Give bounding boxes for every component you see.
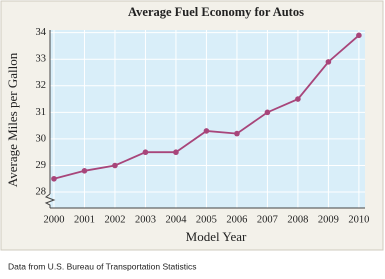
- y-axis-title: Average Miles per Gallon: [5, 52, 20, 187]
- data-point: [81, 168, 88, 174]
- data-point: [356, 32, 362, 39]
- data-point: [112, 162, 118, 169]
- plot-area: [50, 30, 365, 208]
- data-point: [173, 149, 179, 156]
- x-tick-label: 2010: [348, 214, 369, 225]
- data-point: [295, 96, 301, 102]
- x-axis-title: Model Year: [186, 229, 247, 244]
- x-tick-label: 2009: [318, 214, 339, 225]
- x-tick-label: 2003: [135, 214, 156, 225]
- y-tick-label: 32: [36, 80, 47, 91]
- x-tick-label: 2002: [104, 214, 125, 225]
- data-point: [51, 175, 57, 182]
- y-tick-label: 34: [36, 27, 47, 38]
- data-point: [325, 59, 332, 65]
- y-tick-label: 29: [36, 160, 47, 171]
- y-tick-label: 31: [36, 107, 47, 118]
- x-tick-label: 2001: [74, 214, 95, 225]
- y-tick-label: 28: [36, 186, 47, 197]
- data-point: [234, 130, 240, 137]
- x-tick-label: 2006: [226, 214, 247, 225]
- x-tick-label: 2005: [196, 214, 217, 225]
- source-note: Data from U.S. Bureau of Transportation …: [8, 261, 197, 271]
- axis-break: [44, 193, 56, 208]
- data-point: [142, 149, 149, 156]
- y-tick-label: 30: [36, 133, 47, 144]
- x-tick-label: 2000: [43, 214, 64, 225]
- x-tick-label: 2008: [287, 214, 308, 225]
- y-tick-label: 33: [36, 54, 47, 65]
- data-point: [264, 109, 271, 116]
- data-point: [203, 128, 210, 134]
- chart-title: Average Fuel Economy for Autos: [128, 5, 304, 19]
- x-tick-label: 2004: [165, 214, 187, 225]
- x-tick-label: 2007: [257, 214, 278, 225]
